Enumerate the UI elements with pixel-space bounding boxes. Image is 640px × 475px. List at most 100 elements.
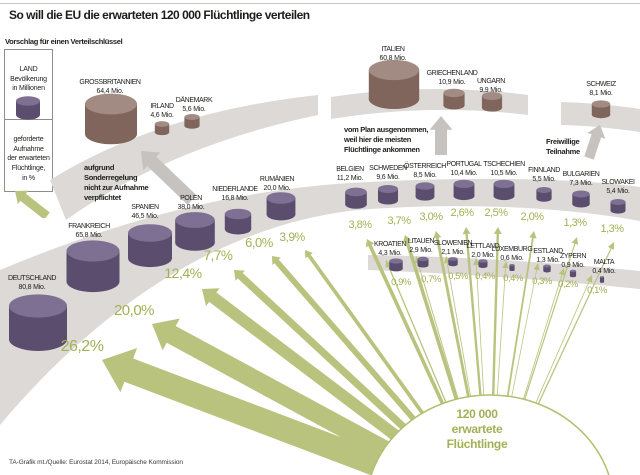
cylinder-mt [599,276,605,278]
cylinder-se [378,189,398,201]
share-label-lt: 0,7% [421,274,442,285]
country-name-lt: LITAUEN [408,238,435,245]
gray-band [50,95,318,220]
cylinder-gb [85,93,137,115]
cylinder-es [128,224,172,242]
share-label-de: 26,2% [61,338,104,355]
annotation-arrival-exempt: vom Plan ausgenommen, weil hier die meis… [344,125,429,155]
share-label-lv: 0,4% [475,271,496,282]
cylinder-cz [493,184,515,196]
gray-band [368,255,640,289]
country-population-hu: 9,9 Mio. [479,87,503,94]
cylinder-at [415,182,435,190]
cylinder-bg [572,190,590,198]
cylinder-de [9,294,67,318]
annotation-voluntary: Freiwillige Teilnahme [546,137,580,157]
cylinder-pt [453,184,475,196]
share-label-fr: 20,0% [114,302,154,319]
cylinder-lv [478,261,488,267]
cylinder-ch [591,100,611,108]
cylinder-dk [184,117,200,126]
share-label-at: 3,0% [419,211,443,223]
share-label-ro: 3,9% [279,230,305,244]
country-name-at: ÖSTERREICH [404,162,446,170]
country-population-gb: 64,4 Mio. [97,88,124,95]
cylinder-bg [572,194,590,205]
share-arrow-icon-es [202,288,458,475]
country-population-be: 11,2 Mio. [337,175,364,182]
country-population-ee: 1,3 Mio. [536,257,560,264]
share-label-lu: 0,4% [503,273,524,284]
country-population-pl: 38,0 Mio. [178,204,205,211]
cylinder-dk [184,113,200,121]
country-population-se: 9,6 Mio. [376,174,400,181]
country-name-gb: GROSSBRITANNIEN [79,79,141,86]
country-name-hr: KROATIEN [374,241,406,248]
share-label-be: 3,8% [348,219,372,231]
country-name-pl: POLEN [180,195,202,202]
cylinder-sk [610,202,626,211]
share-label-se: 3,7% [387,215,411,227]
country-population-ro: 20,0 Mio. [264,185,291,192]
country-population-es: 46,5 Mio. [132,213,159,220]
source-credit: TA-Grafik mt./Quelle: Eurostat 2014, Eur… [9,459,183,466]
country-name-de: DEUTSCHLAND [8,275,56,282]
top-rule [0,3,640,4]
cylinder-nl [224,208,252,220]
share-arrow-icon [14,190,50,220]
country-name-ee: ESTLAND [533,248,563,255]
country-cylinder-icon [16,96,40,106]
country-population-lt: 2,9 Mio. [409,247,433,254]
annotation-special-rule: aufgrund Sonderregelung nicht zur Aufnah… [84,163,149,203]
country-name-be: BELGIEN [336,166,364,173]
cylinder-ie [154,124,170,133]
share-label-hr: 0,9% [391,277,412,288]
cylinder-lt [417,259,429,266]
country-population-at: 8,5 Mio. [413,172,437,179]
country-population-nl: 16,8 Mio. [222,195,249,202]
cylinder-pt [453,179,475,189]
country-name-fi: FINNLAND [528,167,560,174]
cylinder-si [448,259,458,265]
share-label-cz: 2,5% [484,207,508,219]
share-label-pl: 7,7% [204,248,233,263]
share-label-es: 12,4% [164,265,201,281]
country-population-cz: 10,5 Mio. [491,170,518,177]
legend-share-key: geforderte Aufnahme der erwarteten Flüch… [5,120,52,222]
annotation-arrow-icon [429,116,453,155]
cylinder-fr [66,240,120,262]
country-name-hu: UNGARN [477,78,505,85]
country-population-cy: 0,9 Mio. [561,262,585,269]
cylinder-ee [543,266,551,271]
share-label-bg: 1,3% [563,217,587,229]
country-name-ch: SCHWEIZ [586,81,617,88]
country-population-mt: 0,4 Mio. [592,268,616,275]
country-name-si: SLOWENIEN [434,240,473,247]
cylinder-lu [509,263,515,267]
country-population-lu: 0,6 Mio. [500,255,524,262]
country-name-se: SCHWEDEN [369,165,407,172]
share-label-pt: 2,6% [450,207,474,219]
cylinder-ch [591,104,611,115]
share-label-mt: 0,1% [587,285,608,296]
cylinder-ie [154,121,170,127]
cylinder-be [345,187,367,197]
total-ellipse [370,394,610,475]
cylinder-ro [266,192,296,204]
cylinder-lt [417,256,429,262]
legend-heading: Vorschlag für einen Verteilschlüssel [5,37,123,46]
country-name-fr: FRANKREICH [68,223,110,230]
country-name-es: SPANIEN [131,204,159,211]
country-name-gr: GRIECHENLAND [427,70,478,77]
annotation-arrow-icon [141,151,197,205]
country-name-ie: IRLAND [150,103,174,110]
country-population-ch: 8,1 Mio. [589,90,613,97]
country-population-dk: 5,6 Mio. [182,106,206,113]
country-name-cy: ZYPERN [560,253,586,260]
cylinder-si [448,257,458,261]
country-population-si: 2,1 Mio. [441,249,465,256]
country-name-ro: RUMÄNIEN [260,175,294,183]
cylinder-hr [389,258,403,264]
